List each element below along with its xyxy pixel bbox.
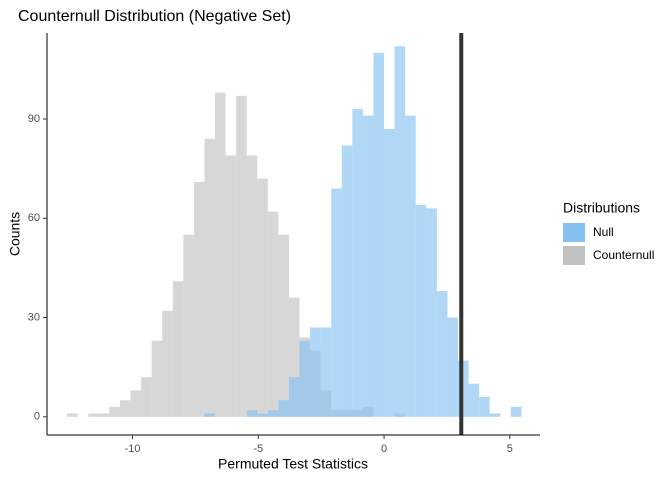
legend-key [563,246,585,265]
bar [479,396,490,417]
bar [215,92,226,417]
legend-label: Counternull [593,248,654,262]
bar [415,205,427,417]
bar [267,211,279,417]
bar [246,410,258,417]
y-tick-label: 90 [28,113,40,125]
bar [394,46,406,417]
bar [88,413,99,417]
bar [405,115,416,417]
bar [373,52,385,417]
x-axis-title: Permuted Test Statistics [218,456,368,472]
bar [299,340,311,417]
bar [341,145,353,417]
bar [204,138,216,417]
chart-title: Counternull Distribution (Negative Set) [18,8,291,25]
bar [288,297,300,417]
y-tick-label: 0 [34,411,40,423]
bar [141,377,152,417]
x-tick-label: -5 [253,443,263,455]
bar [204,413,216,417]
legend-label: Null [593,225,614,239]
bar [310,327,321,417]
y-axis-title: Counts [7,212,23,256]
y-tick-label: 60 [28,212,40,224]
bar [468,383,480,417]
bar [236,95,247,417]
bar [320,327,332,417]
bar [384,128,395,417]
y-tick-label: 30 [28,311,40,323]
x-tick-label: 0 [381,443,387,455]
bar [183,234,194,417]
bar [489,413,501,417]
bar [458,360,469,417]
bar [193,181,205,417]
bar [246,155,258,417]
bar [98,413,110,417]
bar [109,406,120,417]
bar [257,178,268,417]
bar [225,155,237,417]
bar [436,291,448,417]
bar [257,413,268,417]
bar [426,208,437,417]
x-tick-label: 5 [507,443,513,455]
bar [288,377,300,417]
bar [278,400,289,417]
bar [67,413,78,417]
bar [362,115,374,417]
bar [130,390,142,417]
bar [267,410,279,417]
bar [510,406,522,417]
legend-key [563,223,585,242]
x-tick-label: -10 [125,443,141,455]
bar [119,400,131,417]
legend-title: Distributions [563,200,640,216]
bar [172,281,184,417]
bar [151,340,163,417]
bar [331,188,342,417]
bar [162,310,173,417]
bar [278,234,289,417]
bar [447,317,459,417]
bar [352,109,363,417]
